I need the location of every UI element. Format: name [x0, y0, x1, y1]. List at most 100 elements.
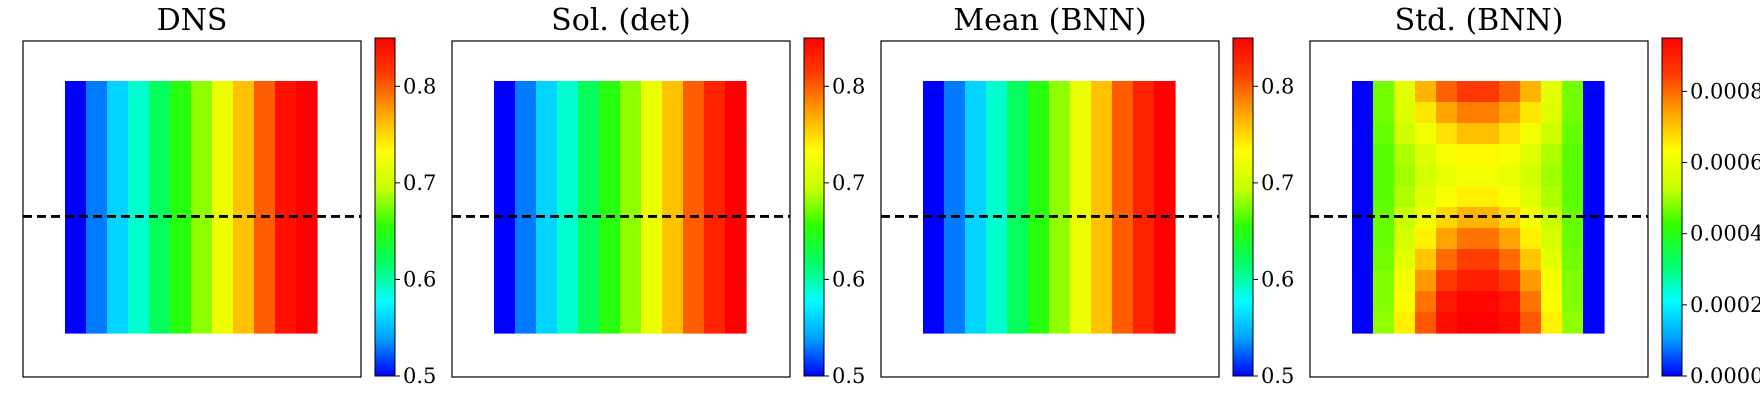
- heatmap-cell: [1007, 81, 1029, 103]
- heatmap-cell: [923, 81, 945, 103]
- heatmap-cell: [107, 144, 129, 166]
- heatmap-cell: [86, 312, 108, 334]
- heatmap-cell: [1499, 270, 1521, 292]
- heatmap-cell: [1415, 312, 1437, 334]
- heatmap-cell: [1520, 228, 1542, 250]
- heatmap-cell: [1352, 186, 1374, 208]
- heatmap-cell: [557, 186, 579, 208]
- heatmap-cell: [275, 270, 297, 292]
- heatmap-cell: [1352, 312, 1374, 334]
- heatmap-cell: [1436, 123, 1458, 145]
- heatmap-cell: [1562, 81, 1584, 103]
- heatmap-cell: [1478, 186, 1500, 208]
- heatmap-cell: [1133, 312, 1155, 334]
- heatmap-cell: [683, 270, 705, 292]
- heatmap-cell: [1562, 312, 1584, 334]
- heatmap-cell: [1499, 123, 1521, 145]
- heatmap-cell: [662, 207, 684, 229]
- heatmap-cell: [725, 102, 747, 124]
- heatmap-cell: [986, 291, 1008, 313]
- heatmap-cell: [149, 144, 171, 166]
- heatmap-cell: [1091, 144, 1113, 166]
- heatmap-cell: [965, 165, 987, 187]
- heatmap-cell: [965, 291, 987, 313]
- colorbar-tick-label: 0.0008: [1690, 79, 1760, 103]
- heatmap-cell: [1133, 291, 1155, 313]
- heatmap-cell: [1562, 249, 1584, 271]
- heatmap-cell: [944, 81, 966, 103]
- heatmap-cell: [86, 165, 108, 187]
- heatmap-cell: [1457, 102, 1479, 124]
- heatmap-cell: [683, 123, 705, 145]
- heatmap-cell: [1049, 249, 1071, 271]
- heatmap-cell: [275, 291, 297, 313]
- heatmap-cell: [620, 207, 642, 229]
- heatmap-cell: [578, 186, 600, 208]
- heatmap-cell: [1457, 165, 1479, 187]
- heatmap-cell: [1049, 207, 1071, 229]
- heatmap-cell: [599, 144, 621, 166]
- heatmap-cell: [965, 123, 987, 145]
- heatmap-cell: [536, 81, 558, 103]
- heatmap-cell: [1352, 144, 1374, 166]
- heatmap-cell: [191, 186, 213, 208]
- heatmap-cell: [944, 270, 966, 292]
- heatmap-cell: [1394, 270, 1416, 292]
- heatmap-cell: [170, 249, 192, 271]
- colorbar-tick-label: 0.5: [403, 364, 436, 388]
- heatmap-cell: [1394, 186, 1416, 208]
- heatmap-cell: [1091, 207, 1113, 229]
- heatmap-cell: [1133, 228, 1155, 250]
- heatmap-cell: [557, 165, 579, 187]
- colorbar-tick-label: 0.8: [1261, 74, 1294, 98]
- heatmap-cell: [536, 186, 558, 208]
- heatmap-cell: [1070, 123, 1092, 145]
- heatmap-cell: [641, 165, 663, 187]
- heatmap-cell: [965, 249, 987, 271]
- heatmap-cell: [212, 312, 234, 334]
- heatmap-cell: [233, 123, 255, 145]
- heatmap-cell: [1457, 312, 1479, 334]
- colorbar-tick-label: 0.7: [403, 171, 436, 195]
- heatmap-cell: [1583, 249, 1605, 271]
- heatmap-cell: [1478, 102, 1500, 124]
- heatmap-cell: [1541, 291, 1563, 313]
- heatmap-cell: [1091, 228, 1113, 250]
- heatmap-cell: [578, 144, 600, 166]
- heatmap-cell: [191, 270, 213, 292]
- colorbar: [1232, 37, 1254, 377]
- heatmap-cell: [494, 81, 516, 103]
- heatmap-cell: [1520, 123, 1542, 145]
- heatmap-cell: [494, 249, 516, 271]
- heatmap-cell: [1007, 165, 1029, 187]
- heatmap-cell: [1154, 312, 1176, 334]
- heatmap-cell: [1028, 270, 1050, 292]
- heatmap-cell: [1499, 81, 1521, 103]
- heatmap-cell: [1091, 186, 1113, 208]
- heatmap-cell: [923, 291, 945, 313]
- heatmap-cell: [1520, 249, 1542, 271]
- heatmap-cell: [704, 81, 726, 103]
- heatmap-cell: [704, 228, 726, 250]
- heatmap-cell: [536, 165, 558, 187]
- heatmap-cell: [149, 123, 171, 145]
- heatmap-cell: [965, 270, 987, 292]
- heatmap-cell: [1394, 81, 1416, 103]
- heatmap-cell: [599, 228, 621, 250]
- colorbar-tick-label: 0.7: [1261, 171, 1294, 195]
- heatmap-cell: [1562, 123, 1584, 145]
- heatmap-cell: [275, 165, 297, 187]
- heatmap-cell: [1436, 165, 1458, 187]
- heatmap-cell: [86, 291, 108, 313]
- heatmap-cell: [1541, 102, 1563, 124]
- heatmap-cell: [662, 249, 684, 271]
- heatmap-cell: [296, 186, 318, 208]
- heatmap-cell: [1562, 228, 1584, 250]
- heatmap-cell: [149, 270, 171, 292]
- heatmap-cell: [536, 228, 558, 250]
- heatmap-cell: [1373, 144, 1395, 166]
- heatmap-cell: [296, 291, 318, 313]
- heatmap-cell: [683, 165, 705, 187]
- heatmap-cell: [1091, 312, 1113, 334]
- heatmap-cell: [1049, 102, 1071, 124]
